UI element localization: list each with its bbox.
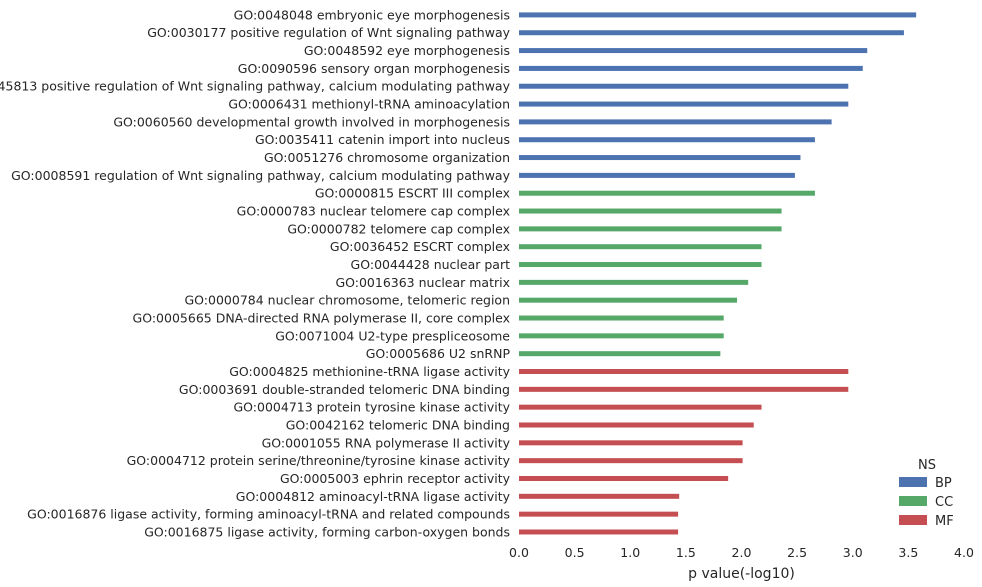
category-label: GO:0008591 regulation of Wnt signaling p… [11, 168, 510, 183]
category-label: GO:0030177 positive regulation of Wnt si… [147, 25, 510, 40]
bar-27 [519, 475, 729, 481]
bar-7 [519, 119, 832, 125]
bar-11 [519, 190, 815, 196]
bar-28 [519, 493, 680, 499]
x-tick-label: 1.5 [676, 545, 696, 560]
category-label: GO:0004712 protein serine/threonine/tyro… [127, 453, 511, 468]
category-label: GO:0000783 nuclear telomere cap complex [237, 204, 510, 219]
category-label: GO:0001055 RNA polymerase II activity [262, 435, 511, 450]
bar-30 [519, 529, 679, 535]
category-label: GO:0016876 ligase activity, forming amin… [27, 507, 510, 522]
x-tick-label: 3.5 [898, 545, 918, 560]
bar-2 [519, 30, 904, 36]
bar-17 [519, 297, 738, 303]
category-label: GO:0016363 nuclear matrix [335, 275, 510, 290]
legend-title: NS [918, 458, 936, 473]
x-axis-ticks: 0.0 0.5 1.0 1.5 2.0 2.5 3.0 3.5 4.0 [509, 545, 974, 560]
category-label: GO:0000784 nuclear chromosome, telomeric… [185, 293, 511, 308]
legend-swatch-cc [899, 496, 927, 506]
category-label: GO:0060560 developmental growth involved… [113, 114, 510, 129]
x-tick-label: 4.0 [954, 545, 974, 560]
bar-19 [519, 333, 724, 339]
bar-6 [519, 101, 849, 107]
category-label: GO:0004825 methionine-tRNA ligase activi… [229, 364, 510, 379]
category-label: GO:0035411 catenin import into nucleus [255, 132, 510, 147]
bar-5 [519, 83, 849, 89]
bar-8 [519, 137, 815, 143]
legend-label-bp: BP [935, 476, 952, 491]
x-tick-label: 2.5 [787, 545, 807, 560]
category-label: GO:0042162 telomeric DNA binding [286, 418, 510, 433]
bar-22 [519, 386, 849, 392]
category-label: GO:0051276 chromosome organization [264, 150, 510, 165]
bar-24 [519, 422, 754, 428]
legend: NS BP CC MF [899, 458, 954, 529]
bar-10 [519, 172, 795, 178]
bar-29 [519, 511, 679, 517]
category-label: GO:0005003 ephrin receptor activity [280, 471, 511, 486]
legend-swatch-mf [899, 515, 927, 525]
bar-23 [519, 404, 762, 410]
category-label: GO:0003691 double-stranded telomeric DNA… [179, 382, 510, 397]
category-label: GO:0045813 positive regulation of Wnt si… [0, 79, 511, 94]
bar-4 [519, 65, 863, 71]
category-label: GO:0005665 DNA-directed RNA polymerase I… [133, 311, 510, 326]
bar-3 [519, 48, 868, 54]
bar-9 [519, 155, 801, 161]
x-tick-label: 0.5 [565, 545, 585, 560]
category-label: GO:0004713 protein tyrosine kinase activ… [234, 400, 511, 415]
bars-group [519, 12, 917, 535]
category-label: GO:0036452 ESCRT complex [330, 239, 510, 254]
category-label: GO:0004812 aminoacyl-tRNA ligase activit… [236, 489, 511, 504]
x-tick-label: 2.0 [732, 545, 752, 560]
category-label: GO:0006431 methionyl-tRNA aminoacylation [228, 97, 510, 112]
category-label: GO:0090596 sensory organ morphogenesis [238, 61, 510, 76]
bar-18 [519, 315, 724, 321]
bar-26 [519, 458, 743, 464]
bar-25 [519, 440, 743, 446]
bar-16 [519, 279, 749, 285]
legend-label-cc: CC [935, 495, 953, 510]
category-label: GO:0048592 eye morphogenesis [304, 43, 510, 58]
category-label: GO:0048048 embryonic eye morphogenesis [234, 7, 510, 22]
bar-20 [519, 351, 721, 357]
category-label: GO:0000782 telomere cap complex [287, 221, 510, 236]
category-label: GO:0016875 ligase activity, forming carb… [144, 524, 510, 539]
bar-14 [519, 244, 762, 250]
category-label: GO:0005686 U2 snRNP [366, 346, 511, 361]
category-labels: GO:0048048 embryonic eye morphogenesis GO… [0, 7, 511, 539]
bar-1 [519, 12, 917, 18]
category-label: GO:0044428 nuclear part [351, 257, 511, 272]
legend-label-mf: MF [935, 514, 954, 529]
category-label: GO:0000815 ESCRT III complex [315, 186, 510, 201]
x-tick-label: 1.0 [620, 545, 640, 560]
bar-13 [519, 226, 782, 232]
bar-15 [519, 262, 762, 268]
legend-swatch-bp [899, 477, 927, 487]
x-axis-title: p value(-log10) [688, 566, 795, 582]
bar-21 [519, 369, 849, 375]
x-tick-label: 3.0 [843, 545, 863, 560]
x-tick-label: 0.0 [509, 545, 529, 560]
category-label: GO:0071004 U2-type prespliceosome [275, 328, 510, 343]
bar-12 [519, 208, 782, 214]
